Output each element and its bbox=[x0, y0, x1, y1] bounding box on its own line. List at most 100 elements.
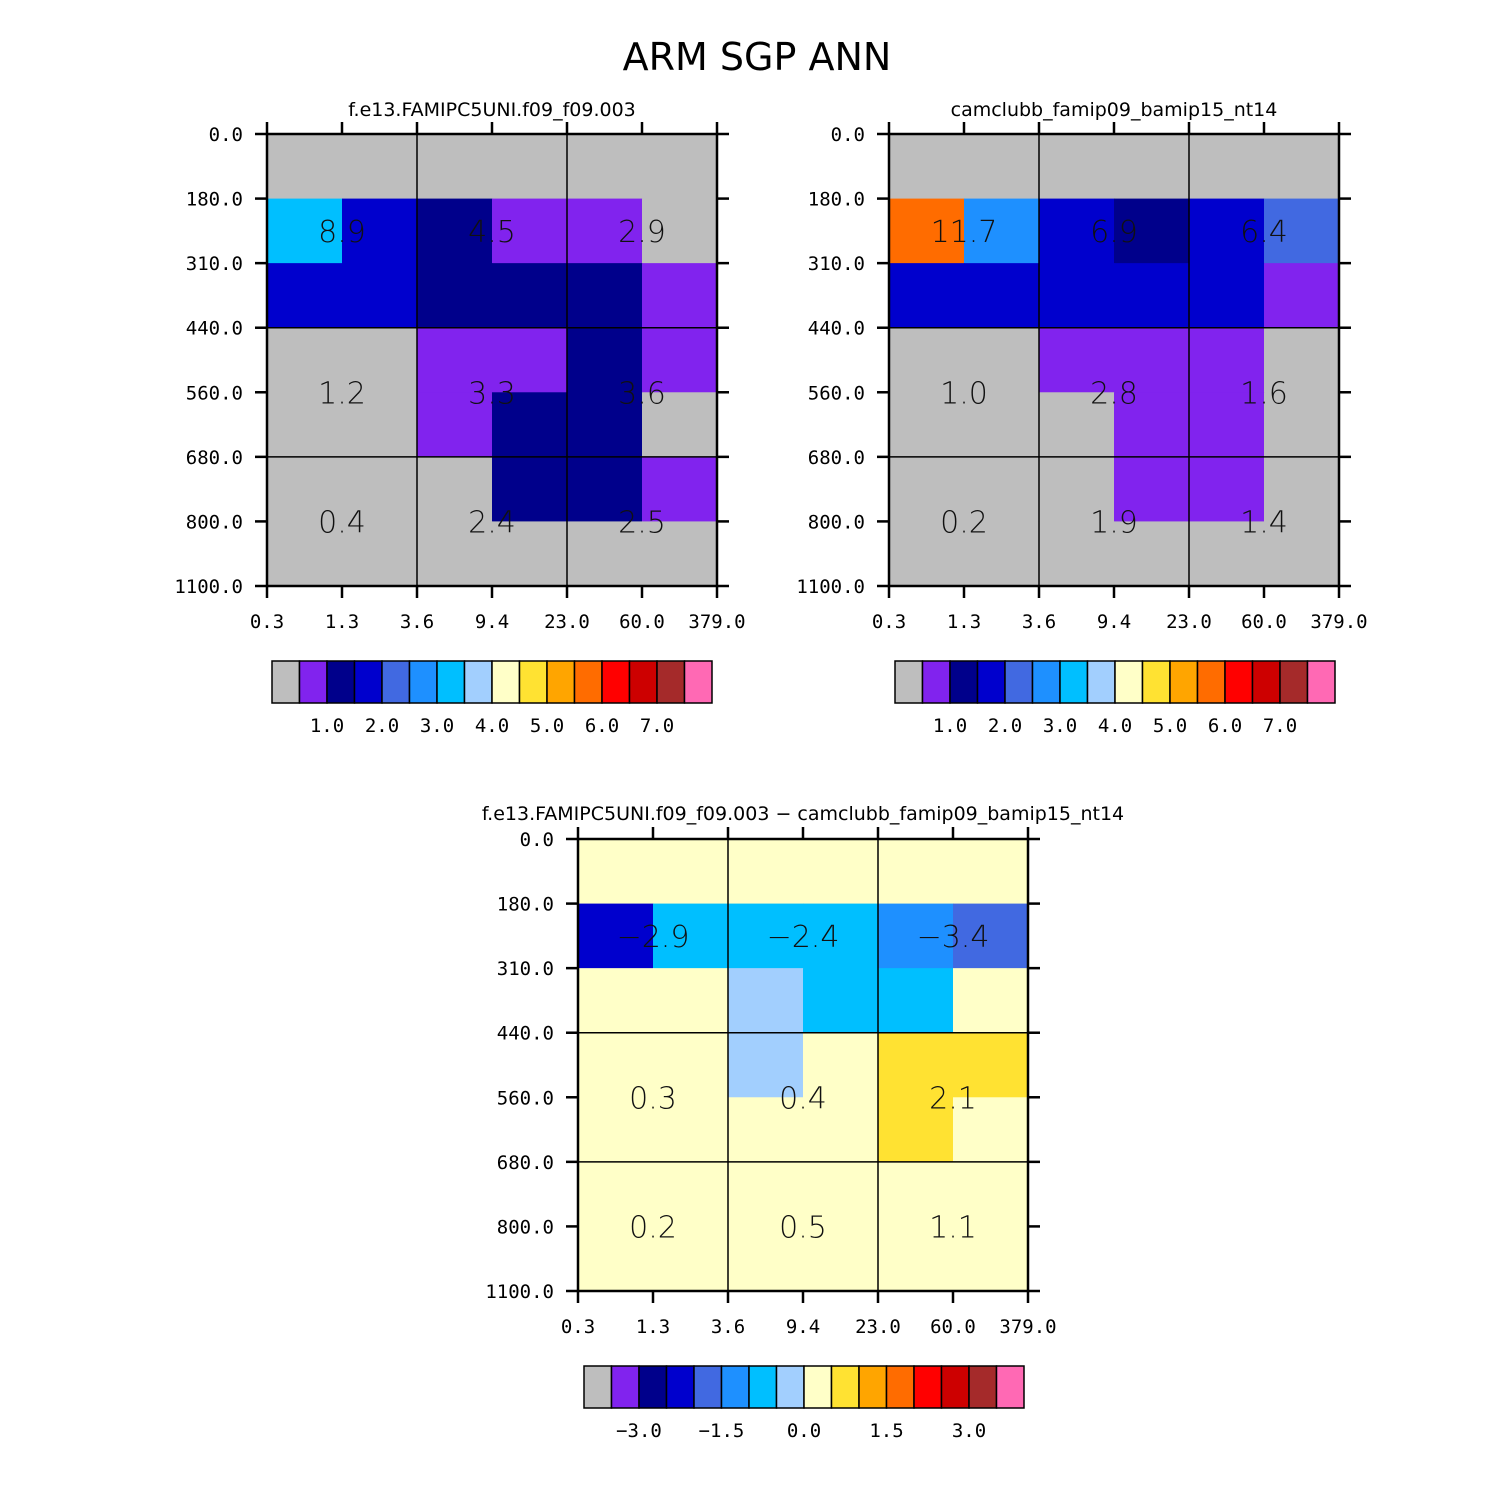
cell bbox=[642, 198, 718, 264]
value-label: 0.5 bbox=[779, 1210, 827, 1245]
colorbar: −3.0 −1.5 0.0 1.5 3.0 bbox=[583, 1365, 1025, 1442]
colorbar-label: −3.0 bbox=[616, 1420, 662, 1442]
panel-title: f.e13.FAMIPC5UNI.f09_f09.003 bbox=[348, 99, 636, 121]
cell bbox=[578, 839, 654, 905]
colorbar-box bbox=[1224, 660, 1254, 704]
y-tick-label: 560.0 bbox=[186, 382, 243, 404]
colorbar-box bbox=[803, 1365, 833, 1409]
cell bbox=[653, 1097, 729, 1163]
cell bbox=[953, 1097, 1029, 1163]
value-label: 0.4 bbox=[779, 1081, 827, 1116]
value-label: 6.9 bbox=[1090, 215, 1138, 250]
colorbar-label: 2.0 bbox=[988, 715, 1022, 737]
y-tick-label: 310.0 bbox=[186, 253, 243, 275]
cell bbox=[578, 1161, 654, 1227]
value-label: 2.4 bbox=[468, 505, 516, 540]
cell bbox=[417, 134, 493, 200]
cell bbox=[728, 1032, 804, 1098]
colorbar-label: 0.0 bbox=[787, 1420, 821, 1442]
cell bbox=[1264, 327, 1340, 393]
x-tick-label: 3.6 bbox=[711, 1316, 745, 1338]
cell bbox=[1114, 392, 1190, 458]
colorbar-box bbox=[995, 1365, 1025, 1409]
colorbar-box bbox=[1086, 660, 1116, 704]
x-tick-label: 379.0 bbox=[1310, 611, 1367, 633]
value-label: 0.2 bbox=[629, 1210, 677, 1245]
cell bbox=[1114, 327, 1190, 393]
cell bbox=[1039, 263, 1115, 329]
colorbar-box bbox=[949, 660, 979, 704]
y-tick-label: 680.0 bbox=[808, 447, 865, 469]
cell bbox=[578, 1097, 654, 1163]
y-tick-label: 310.0 bbox=[497, 958, 554, 980]
cell bbox=[1189, 263, 1265, 329]
colorbar-label: 6.0 bbox=[1208, 715, 1242, 737]
value-label: 1.4 bbox=[1240, 505, 1288, 540]
colorbar-box bbox=[693, 1365, 723, 1409]
cell bbox=[878, 968, 954, 1034]
colorbar-box bbox=[720, 1365, 750, 1409]
cell bbox=[964, 263, 1040, 329]
cell bbox=[642, 521, 718, 587]
cell bbox=[653, 839, 729, 905]
cell bbox=[642, 327, 718, 393]
cell bbox=[567, 521, 643, 587]
value-label: 1.1 bbox=[929, 1210, 977, 1245]
cell bbox=[889, 263, 965, 329]
cell bbox=[889, 521, 965, 587]
colorbar-label: 3.0 bbox=[1043, 715, 1077, 737]
cell bbox=[653, 968, 729, 1034]
cell bbox=[728, 1097, 804, 1163]
cell bbox=[728, 903, 804, 969]
cell bbox=[889, 327, 965, 393]
value-label: 0.4 bbox=[318, 505, 366, 540]
cell bbox=[492, 263, 568, 329]
colorbar-box bbox=[628, 660, 658, 704]
panel-difference: f.e13.FAMIPC5UNI.f09_f09.003 − camclubb_… bbox=[482, 803, 1124, 1442]
cell bbox=[417, 263, 493, 329]
colorbar-label: 1.0 bbox=[310, 715, 344, 737]
cell bbox=[1189, 134, 1265, 200]
cell bbox=[342, 392, 418, 458]
cell bbox=[492, 327, 568, 393]
colorbar-box bbox=[665, 1365, 695, 1409]
cell bbox=[1039, 327, 1115, 393]
cell bbox=[803, 1032, 879, 1098]
value-label: 11.7 bbox=[931, 215, 998, 250]
y-tick-label: 1100.0 bbox=[796, 576, 865, 598]
cell bbox=[267, 198, 343, 264]
x-tick-label: 1.3 bbox=[947, 611, 981, 633]
x-tick-label: 379.0 bbox=[688, 611, 745, 633]
cell bbox=[653, 1226, 729, 1292]
cell bbox=[492, 198, 568, 264]
cell bbox=[653, 903, 729, 969]
cell bbox=[642, 134, 718, 200]
colorbar-box bbox=[610, 1365, 640, 1409]
x-tick-label: 60.0 bbox=[619, 611, 665, 633]
colorbar-box bbox=[885, 1365, 915, 1409]
panel-model1: f.e13.FAMIPC5UNI.f09_f09.003 0.0 180.0 310.… bbox=[174, 99, 745, 737]
cell bbox=[878, 1097, 954, 1163]
cell bbox=[1189, 198, 1265, 264]
cell bbox=[1114, 521, 1190, 587]
y-tick-label: 0.0 bbox=[520, 829, 554, 851]
cell bbox=[878, 1032, 954, 1098]
cell bbox=[267, 392, 343, 458]
cell bbox=[267, 263, 343, 329]
cell bbox=[1264, 521, 1340, 587]
cell bbox=[889, 392, 965, 458]
y-tick-label: 1100.0 bbox=[485, 1281, 554, 1303]
colorbar-box bbox=[353, 660, 383, 704]
colorbar-label: 3.0 bbox=[420, 715, 454, 737]
cell bbox=[964, 456, 1040, 522]
x-tick-label: 1.3 bbox=[636, 1316, 670, 1338]
cell bbox=[578, 1226, 654, 1292]
cell bbox=[1264, 392, 1340, 458]
cell bbox=[342, 456, 418, 522]
cell bbox=[1114, 456, 1190, 522]
cell bbox=[889, 198, 965, 264]
cell bbox=[1039, 392, 1115, 458]
cell bbox=[492, 456, 568, 522]
colorbar-label: 7.0 bbox=[1263, 715, 1297, 737]
cell bbox=[567, 327, 643, 393]
